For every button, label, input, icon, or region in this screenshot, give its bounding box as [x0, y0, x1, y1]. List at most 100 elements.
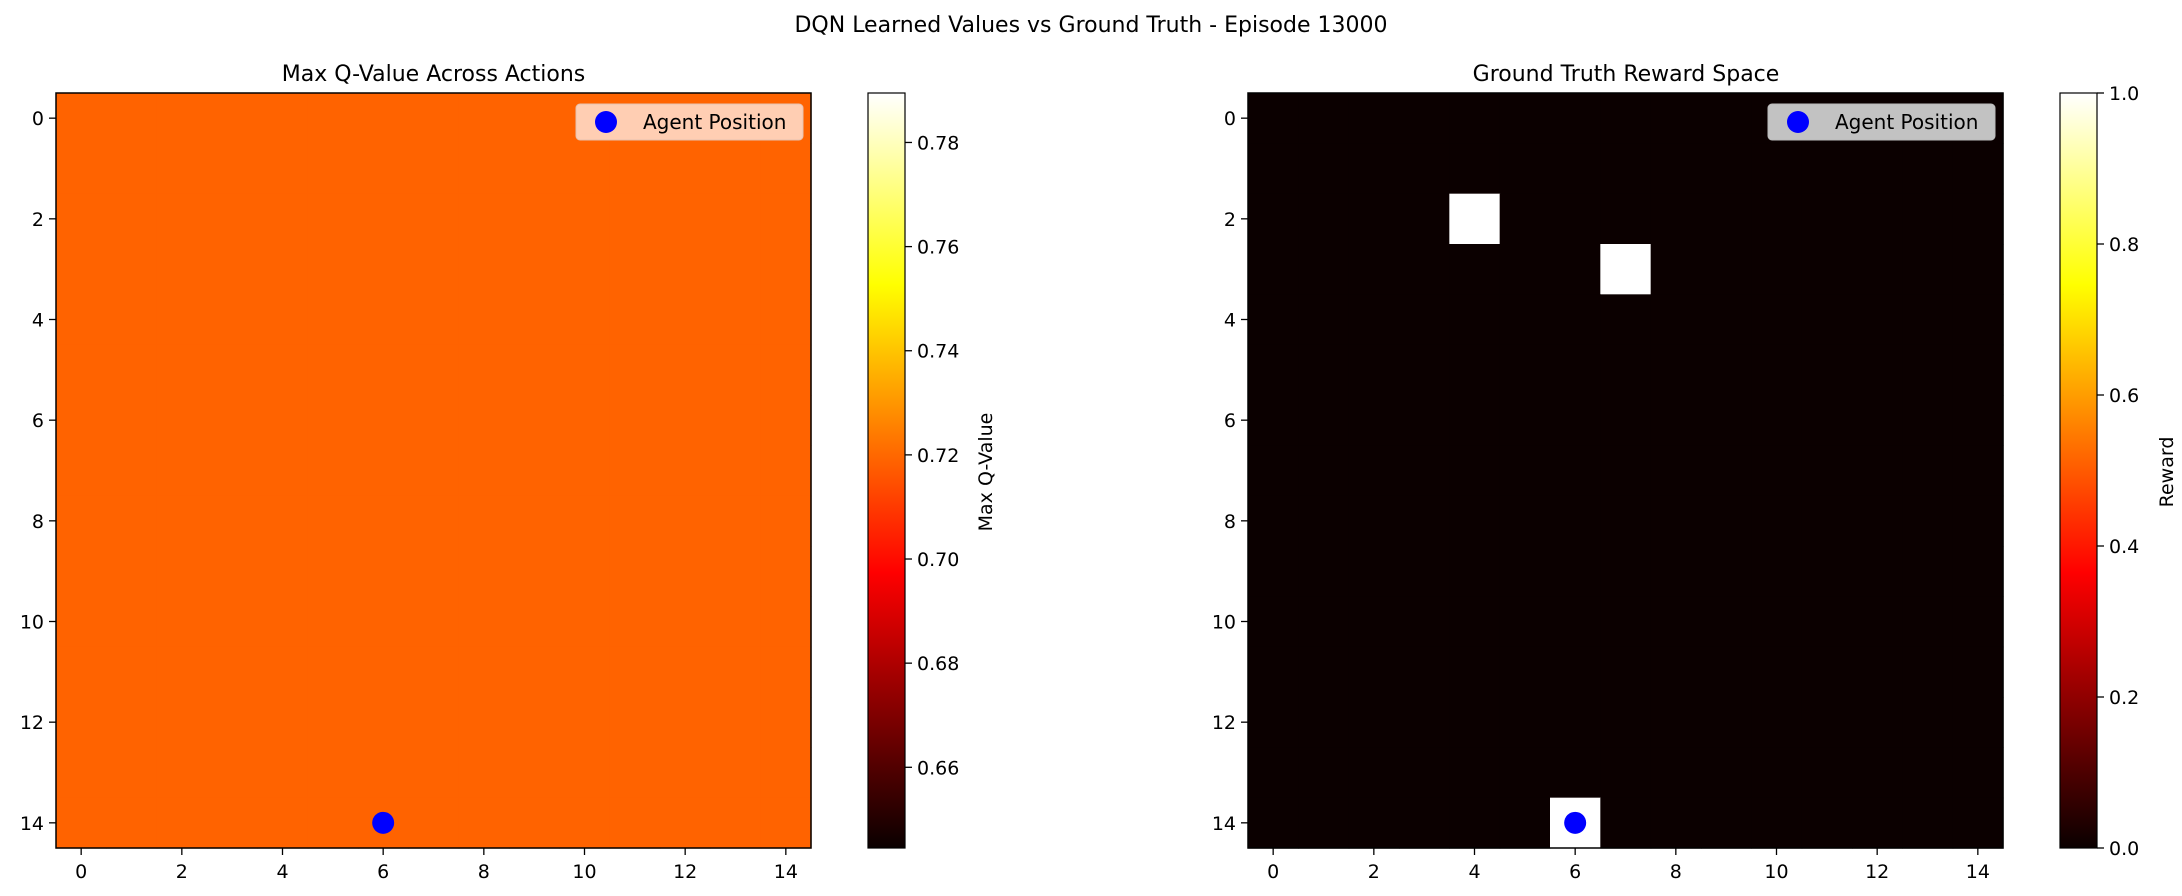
heatmap-cell — [1650, 344, 1702, 396]
heatmap-cell — [1902, 646, 1954, 698]
heatmap-cell — [1801, 495, 1853, 547]
heatmap-cell — [559, 395, 611, 446]
y-tick-label: 0 — [1224, 108, 1236, 130]
heatmap-cell — [509, 193, 560, 245]
left-colorbar-ticks: 0.66 0.68 0.70 0.72 0.74 0.76 0.78 — [905, 132, 959, 779]
agent-marker — [372, 811, 395, 834]
heatmap-cell — [1650, 193, 1702, 245]
heatmap-cell — [1298, 143, 1350, 195]
heatmap-cell — [106, 344, 158, 396]
heatmap-cell — [408, 596, 460, 648]
left-colorbar: 0.66 0.68 0.70 0.72 0.74 0.76 0.78 Max Q-Value — [867, 92, 997, 849]
x-tick-label: 0 — [1267, 861, 1279, 883]
heatmap-cell — [307, 697, 359, 748]
heatmap-cell — [106, 244, 158, 295]
heatmap-cell — [1298, 294, 1350, 346]
heatmap-cell — [156, 546, 208, 597]
heatmap-cell — [609, 596, 661, 648]
heatmap-cell — [1550, 344, 1601, 396]
heatmap-cell — [257, 294, 309, 346]
left-legend-label: Agent Position — [643, 110, 786, 134]
heatmap-cell — [609, 143, 661, 195]
heatmap-cell — [1751, 697, 1803, 748]
heatmap-cell — [1449, 93, 1501, 144]
heatmap-cell — [1298, 193, 1350, 245]
heatmap-cell — [1852, 294, 1903, 346]
heatmap-cell — [609, 445, 661, 497]
heatmap-cell — [1852, 797, 1903, 849]
heatmap-cell — [509, 495, 560, 547]
heatmap-cell — [710, 747, 762, 799]
heatmap-cell — [1550, 143, 1601, 195]
x-tick-label: 0 — [75, 861, 87, 883]
right-legend-marker — [1787, 111, 1809, 133]
heatmap-cell — [660, 244, 711, 295]
heatmap-cell — [56, 93, 107, 144]
heatmap-cell — [56, 344, 107, 396]
heatmap-cell — [358, 445, 409, 497]
heatmap-cell — [307, 797, 359, 849]
colorbar-tick-label: 0.6 — [2109, 385, 2139, 407]
heatmap-cell — [1248, 697, 1299, 748]
heatmap-cell — [1801, 445, 1853, 497]
heatmap-cell — [1852, 697, 1903, 748]
heatmap-cell — [1801, 646, 1853, 698]
heatmap-cell — [760, 495, 812, 547]
heatmap-cell — [257, 797, 309, 849]
heatmap-cell — [1852, 244, 1903, 295]
heatmap-cell — [1751, 646, 1803, 698]
x-tick-label: 2 — [1368, 861, 1380, 883]
heatmap-cell — [1399, 344, 1450, 396]
heatmap-cell — [1600, 747, 1652, 799]
heatmap-cell — [760, 294, 812, 346]
heatmap-cell — [458, 697, 510, 748]
heatmap-cell — [408, 193, 460, 245]
heatmap-cell — [1952, 797, 2004, 849]
heatmap-cell — [156, 697, 208, 748]
heatmap-cell — [1701, 93, 1752, 144]
heatmap-cell — [559, 797, 611, 849]
heatmap-cell — [1751, 395, 1803, 446]
heatmap-cell — [358, 495, 409, 547]
heatmap-cell — [1801, 596, 1853, 648]
heatmap-cell — [1952, 294, 2004, 346]
heatmap-cell — [760, 244, 812, 295]
colorbar-tick-label: 0.0 — [2109, 838, 2139, 860]
x-tick-label: 4 — [1468, 861, 1480, 883]
heatmap-cell — [408, 646, 460, 698]
heatmap-cell — [1348, 495, 1400, 547]
heatmap-cell — [1852, 193, 1903, 245]
heatmap-cell — [257, 495, 309, 547]
heatmap-cell — [106, 294, 158, 346]
heatmap-cell — [307, 596, 359, 648]
left-colorbar-label: Max Q-Value — [975, 413, 997, 532]
heatmap-cell — [1449, 143, 1501, 195]
heatmap-cell — [1952, 244, 2004, 295]
heatmap-cell — [1399, 395, 1450, 446]
heatmap-cell — [458, 797, 510, 849]
heatmap-cell — [1248, 445, 1299, 497]
right-colorbar: 0.0 0.2 0.4 0.6 0.8 1.0 Reward — [2059, 83, 2178, 860]
x-tick-label: 4 — [276, 861, 288, 883]
heatmap-cell — [1701, 193, 1752, 245]
heatmap-cell — [1449, 395, 1501, 446]
heatmap-cell — [1348, 697, 1400, 748]
heatmap-cell — [609, 546, 661, 597]
heatmap-cell — [660, 697, 711, 748]
heatmap-cell — [1650, 294, 1702, 346]
heatmap-cell — [1801, 193, 1853, 245]
heatmap-cell — [660, 193, 711, 245]
heatmap-cell — [1701, 495, 1752, 547]
heatmap-cell — [156, 93, 208, 144]
heatmap-cell — [156, 395, 208, 446]
y-tick-label: 6 — [32, 410, 44, 432]
heatmap-cell — [458, 395, 510, 446]
heatmap-cell — [106, 193, 158, 245]
heatmap-cell — [408, 294, 460, 346]
heatmap-cell — [1550, 445, 1601, 497]
heatmap-cell — [1399, 93, 1450, 144]
heatmap-cell — [1902, 596, 1954, 648]
heatmap-cell — [1248, 143, 1299, 195]
heatmap-cell — [358, 646, 409, 698]
heatmap-cell — [1499, 395, 1551, 446]
